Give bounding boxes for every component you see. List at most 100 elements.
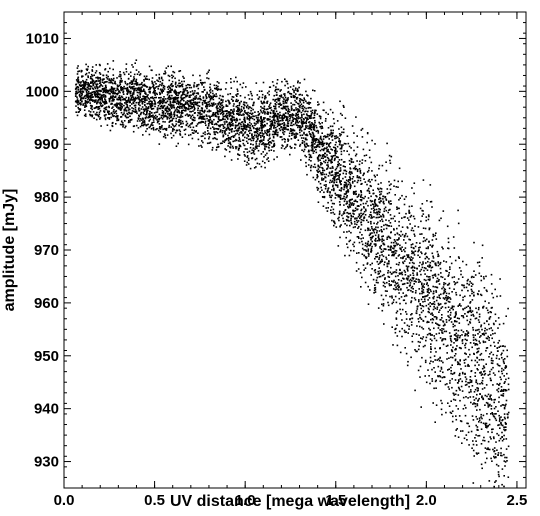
data-point	[181, 120, 184, 123]
data-point	[155, 74, 158, 76]
data-point	[452, 236, 455, 238]
data-point	[348, 159, 351, 162]
data-point	[139, 101, 141, 103]
data-point	[498, 414, 500, 417]
data-point	[248, 129, 251, 132]
data-point	[105, 113, 107, 116]
data-point	[312, 152, 315, 154]
data-point	[322, 157, 324, 160]
data-point	[307, 125, 309, 127]
data-point	[149, 125, 152, 128]
data-point	[287, 98, 289, 101]
data-point	[84, 83, 87, 85]
data-point	[303, 141, 306, 143]
data-point	[293, 123, 295, 126]
data-point	[425, 267, 427, 270]
data-point	[339, 142, 341, 144]
data-point	[193, 86, 195, 88]
data-point	[472, 449, 475, 452]
data-point	[181, 94, 184, 96]
data-point	[423, 283, 425, 285]
data-point	[434, 316, 437, 318]
data-point	[257, 122, 259, 124]
data-point	[299, 126, 301, 129]
data-point	[141, 119, 143, 121]
data-point	[346, 187, 348, 189]
data-point	[465, 286, 468, 289]
data-point	[100, 105, 103, 108]
data-point	[319, 159, 321, 161]
data-point	[388, 219, 390, 222]
data-point	[317, 104, 319, 106]
data-point	[482, 439, 484, 442]
data-point	[377, 236, 380, 239]
data-point	[219, 124, 221, 127]
data-point	[237, 140, 240, 142]
data-point	[501, 372, 504, 375]
data-point	[427, 303, 430, 306]
data-point	[424, 359, 427, 362]
data-point	[212, 92, 214, 95]
data-point	[99, 73, 102, 75]
data-point	[371, 216, 373, 219]
data-point	[121, 106, 123, 108]
data-point	[478, 328, 480, 331]
data-point	[388, 276, 391, 278]
data-point	[292, 96, 295, 98]
data-point	[255, 115, 257, 117]
data-point	[113, 96, 116, 98]
data-point	[301, 114, 303, 116]
data-point	[406, 324, 409, 327]
data-point	[212, 115, 214, 117]
data-point	[241, 109, 243, 112]
data-point	[401, 327, 403, 330]
data-point	[334, 172, 337, 174]
data-point	[127, 121, 130, 124]
data-point	[507, 377, 510, 380]
data-point	[325, 159, 327, 162]
data-point	[256, 94, 259, 96]
data-point	[306, 145, 309, 147]
data-point	[253, 115, 255, 118]
data-point	[366, 183, 368, 186]
data-point	[255, 145, 257, 147]
data-point	[239, 122, 241, 124]
data-point	[282, 113, 285, 116]
data-point	[279, 136, 282, 138]
data-point	[282, 102, 285, 104]
data-point	[189, 107, 192, 110]
data-point	[255, 82, 258, 84]
data-point	[84, 73, 87, 76]
data-point	[411, 266, 413, 269]
data-point	[223, 130, 226, 132]
data-point	[164, 128, 167, 130]
data-point	[271, 146, 273, 148]
data-point	[229, 114, 232, 116]
data-point	[497, 465, 500, 467]
data-point	[469, 321, 471, 323]
data-point	[283, 106, 286, 108]
data-point	[460, 315, 463, 317]
data-point	[299, 117, 302, 119]
data-point	[342, 213, 345, 215]
data-point	[322, 205, 325, 207]
data-point	[496, 389, 498, 391]
data-point	[340, 187, 343, 190]
data-point	[261, 140, 263, 142]
data-point	[233, 110, 235, 112]
data-point	[108, 106, 110, 109]
data-point	[170, 116, 173, 118]
data-point	[178, 129, 181, 131]
data-point	[388, 209, 390, 211]
data-point	[505, 423, 507, 425]
data-point	[287, 120, 289, 123]
data-point	[504, 465, 506, 467]
data-point	[107, 117, 109, 119]
data-point	[410, 229, 413, 232]
data-point	[499, 437, 502, 440]
data-point	[441, 317, 443, 319]
data-point	[205, 105, 207, 107]
data-point	[250, 139, 253, 142]
data-point	[270, 106, 272, 109]
data-point	[248, 121, 251, 124]
